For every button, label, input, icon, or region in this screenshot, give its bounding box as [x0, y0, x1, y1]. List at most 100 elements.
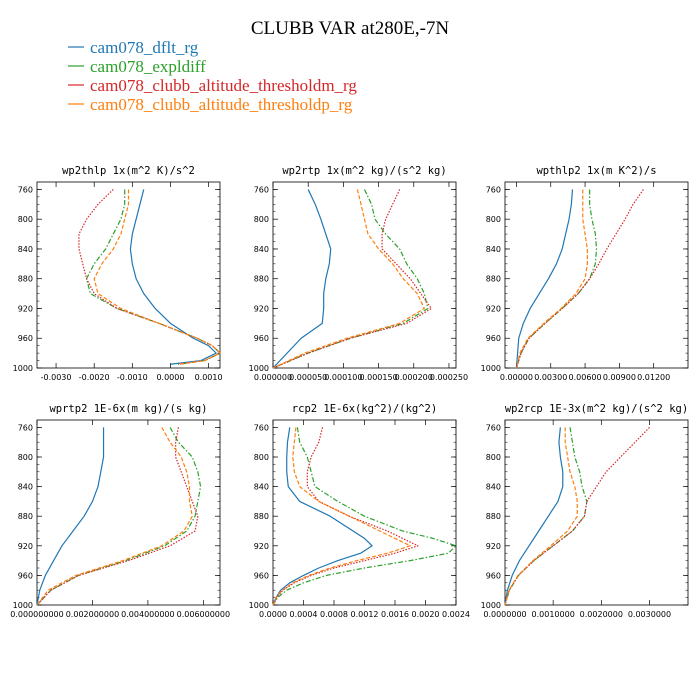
y-tick-label: 920	[486, 542, 501, 551]
series-line	[129, 189, 217, 365]
y-tick-label: 1000	[249, 364, 269, 373]
x-tick-label: 0.000150	[359, 373, 397, 382]
series-line	[36, 427, 199, 606]
x-tick-label: 0.00000	[500, 373, 533, 382]
y-tick-label: 920	[18, 304, 33, 313]
series-line	[272, 189, 432, 369]
panel-title: rcp2 1E-6x(kg^2)/(kg^2)	[292, 403, 437, 415]
y-tick-label: 760	[18, 423, 33, 432]
series-line	[272, 427, 457, 606]
x-tick-label: 0.0020000	[580, 610, 623, 619]
x-tick-label: -0.0010	[117, 373, 148, 382]
y-tick-label: 880	[18, 275, 33, 284]
panel-title: wp2rtp 1x(m^2 kg)/(s^2 kg)	[282, 165, 446, 177]
legend: cam078_dflt_rgcam078_expldiffcam078_club…	[68, 38, 357, 114]
y-tick-label: 960	[254, 334, 269, 343]
y-tick-label: 800	[254, 215, 269, 224]
y-tick-label: 880	[486, 275, 501, 284]
series-line	[272, 427, 411, 606]
x-tick-label: 0.0012	[351, 610, 379, 619]
plot-frame	[504, 419, 689, 606]
x-tick-label: 0.004000000	[121, 610, 174, 619]
panel: wpthlp2 1x(m K^2)/s 760 800 840 880 920 960 100…	[481, 165, 689, 382]
x-tick-label: 0.002000000	[66, 610, 119, 619]
y-tick-label: 920	[254, 542, 269, 551]
x-tick-label: 0.0004	[290, 610, 318, 619]
y-tick-label: 840	[18, 483, 33, 492]
legend-label: cam078_clubb_altitude_thresholdm_rg	[90, 76, 357, 95]
y-tick-label: 920	[254, 304, 269, 313]
series-line	[272, 189, 429, 369]
x-tick-label: 0.00900	[603, 373, 636, 382]
x-tick-label: 0.01200	[637, 373, 670, 382]
x-tick-label: 0.006000000	[177, 610, 230, 619]
x-tick-label: 0.0016	[381, 610, 409, 619]
x-tick-label: 0.000200	[395, 373, 433, 382]
x-tick-label: 0.000250	[430, 373, 468, 382]
x-tick-label: 0.00300	[534, 373, 567, 382]
y-tick-label: 1000	[481, 364, 501, 373]
x-tick-label: 0.0000	[156, 373, 184, 382]
x-tick-label: 0.0024	[442, 610, 470, 619]
y-tick-label: 1000	[481, 601, 501, 610]
x-tick-label: 0.0000	[259, 610, 287, 619]
panel-title: wp2rcp 1E-3x(m^2 kg)/(s^2 kg)	[505, 403, 688, 415]
y-tick-label: 760	[486, 423, 501, 432]
plot-frame	[504, 181, 689, 369]
x-tick-label: 0.0000000	[483, 610, 526, 619]
y-tick-label: 1000	[249, 601, 269, 610]
series-line	[272, 427, 373, 606]
y-tick-label: 840	[486, 483, 501, 492]
y-tick-label: 760	[254, 185, 269, 194]
x-tick-label: 0.0010000	[532, 610, 575, 619]
x-tick-label: 0.000050	[289, 373, 327, 382]
panel-title: wpthlp2 1x(m K^2)/s	[536, 165, 656, 177]
plot-frame	[272, 181, 457, 369]
y-tick-label: 800	[486, 453, 501, 462]
y-tick-label: 800	[18, 215, 33, 224]
y-tick-label: 960	[254, 571, 269, 580]
figure-title: CLUBB VAR at280E,-7N	[251, 18, 450, 39]
y-tick-label: 960	[18, 571, 33, 580]
panels: wp2thlp 1x(m^2 K)/s^2 760 800 840 880 920 960 1…	[10, 165, 689, 619]
plot-frame	[36, 181, 221, 369]
x-tick-label: 0.0010	[195, 373, 223, 382]
panel: wp2thlp 1x(m^2 K)/s^2 760 800 840 880 920 960 1…	[13, 165, 223, 382]
series-line	[36, 427, 193, 606]
y-tick-label: 760	[254, 423, 269, 432]
series-line	[504, 427, 578, 606]
series-line	[93, 189, 221, 365]
x-tick-label: -0.0020	[79, 373, 110, 382]
series-line	[85, 189, 221, 365]
x-tick-label: 0.000000	[254, 373, 292, 382]
y-tick-label: 760	[486, 185, 501, 194]
y-tick-label: 840	[486, 245, 501, 254]
x-tick-label: 0.0020	[412, 610, 440, 619]
y-tick-label: 840	[18, 245, 33, 254]
y-tick-label: 920	[486, 304, 501, 313]
plot-frame	[36, 419, 221, 606]
panel-title: wp2thlp 1x(m^2 K)/s^2	[62, 165, 195, 177]
y-tick-label: 880	[486, 512, 501, 521]
panel: wp2rcp 1E-3x(m^2 kg)/(s^2 kg) 760 800 840 88…	[481, 403, 689, 619]
series-line	[272, 189, 425, 369]
panel: wp2rtp 1x(m^2 kg)/(s^2 kg) 760 800 840 880 92…	[249, 165, 468, 382]
series-line	[515, 189, 574, 369]
legend-label: cam078_expldiff	[90, 57, 206, 76]
x-tick-label: 0.0030000	[628, 610, 671, 619]
y-tick-label: 1000	[13, 364, 33, 373]
y-tick-label: 840	[254, 245, 269, 254]
y-tick-label: 960	[18, 334, 33, 343]
y-tick-label: 880	[254, 512, 269, 521]
x-tick-label: 0.000000000	[10, 610, 63, 619]
y-tick-label: 960	[486, 571, 501, 580]
series-line	[272, 189, 332, 369]
y-tick-label: 880	[18, 512, 33, 521]
x-tick-label: 0.0008	[320, 610, 348, 619]
legend-label: cam078_clubb_altitude_thresholdp_rg	[90, 95, 353, 114]
y-tick-label: 800	[486, 215, 501, 224]
series-line	[504, 427, 564, 606]
legend-label: cam078_dflt_rg	[90, 38, 199, 57]
series-line	[272, 427, 419, 606]
